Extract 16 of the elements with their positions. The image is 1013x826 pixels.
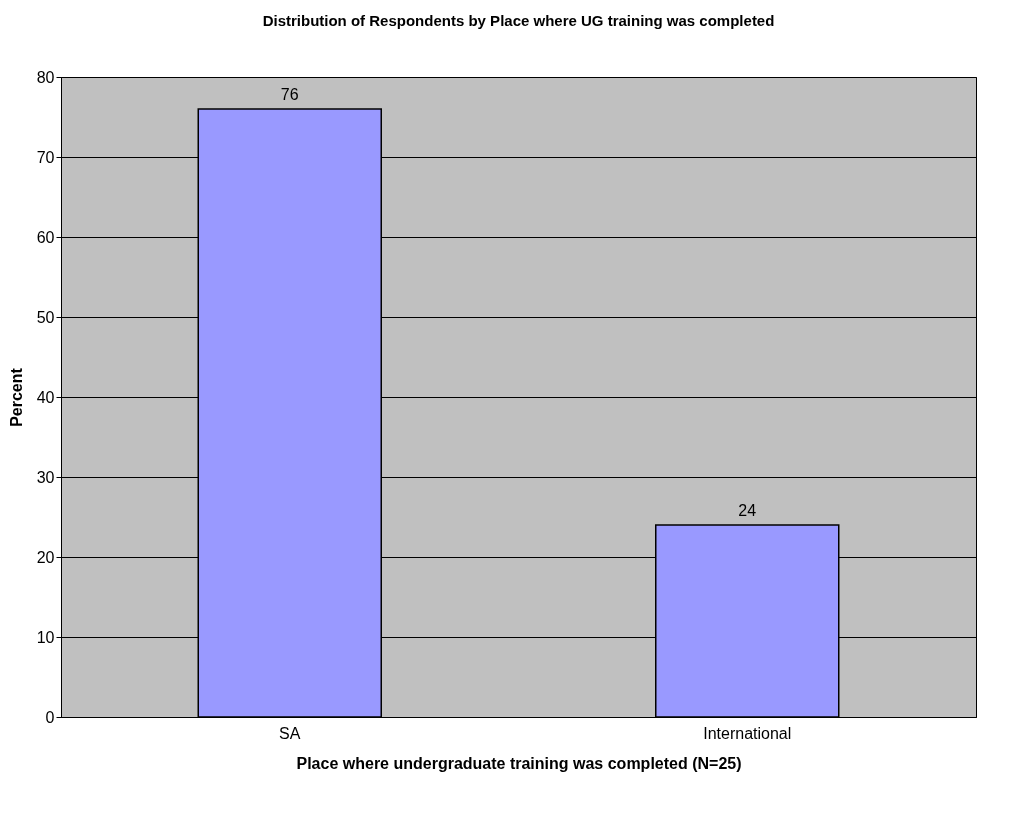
y-tick-label: 10 (36, 628, 55, 646)
chart-title: Distribution of Respondents by Place where UG training was completed (262, 12, 775, 29)
y-tick-label: 70 (36, 148, 55, 166)
x-tick-label: SA (279, 724, 301, 742)
y-tick-label: 30 (36, 468, 55, 486)
y-tick-label: 40 (36, 388, 55, 406)
data-label: 76 (280, 86, 299, 103)
x-axis-title: Place where undergraduate training was completed (N=25) (296, 754, 742, 772)
y-tick-label: 60 (36, 228, 55, 246)
y-tick-label: 0 (45, 708, 55, 726)
y-tick-label: 80 (36, 68, 55, 86)
y-tick-label: 20 (36, 548, 55, 566)
x-tick-label: International (703, 724, 792, 742)
data-label: 24 (738, 502, 757, 519)
y-tick-label: 50 (36, 308, 55, 326)
y-axis-title: Percent (7, 367, 25, 427)
